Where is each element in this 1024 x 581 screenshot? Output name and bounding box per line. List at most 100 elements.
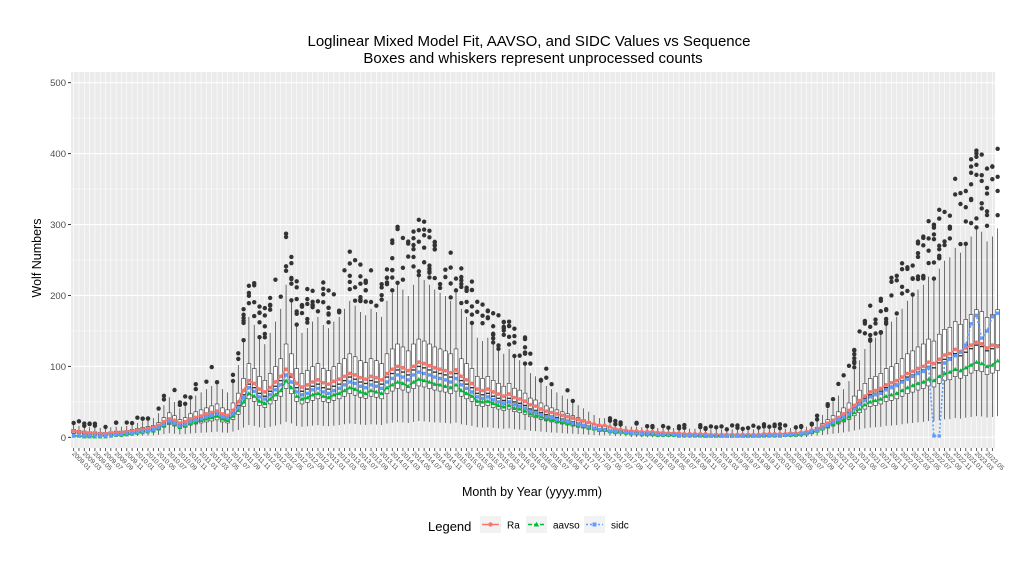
outlier-point	[135, 415, 140, 420]
data-point-Ra	[597, 423, 602, 428]
data-point-sidc	[879, 391, 883, 396]
outlier-point	[490, 336, 496, 341]
outlier-point	[432, 240, 437, 245]
outlier-point	[942, 242, 947, 248]
data-point-sidc	[332, 388, 336, 393]
outlier-point	[262, 324, 268, 329]
outlier-point	[974, 225, 979, 230]
outlier-point	[262, 313, 268, 318]
data-point-sidc	[379, 386, 384, 391]
data-point-aavso	[273, 392, 278, 397]
outlier-point	[464, 299, 469, 305]
outlier-point	[974, 148, 979, 153]
data-point-aavso	[544, 416, 549, 421]
data-point-aavso	[995, 358, 1000, 363]
data-point-aavso	[868, 399, 873, 404]
outlier-point	[995, 174, 1000, 179]
data-point-sidc	[746, 434, 750, 438]
outlier-point	[464, 309, 469, 314]
data-point-sidc	[618, 430, 623, 435]
outlier-point	[979, 201, 984, 206]
data-point-sidc	[204, 415, 209, 419]
outlier-point	[358, 281, 363, 286]
boxplot	[283, 231, 289, 422]
y-tick-label: 100	[50, 362, 66, 373]
box-body	[512, 387, 517, 412]
box-body	[528, 397, 533, 418]
outlier-point	[305, 316, 310, 322]
outlier-point	[729, 423, 735, 428]
data-point-sidc	[916, 371, 920, 376]
data-point-Ra	[257, 387, 262, 392]
outlier-point	[421, 219, 427, 224]
data-point-sidc	[608, 429, 612, 433]
data-point-sidc	[114, 432, 118, 437]
data-point-sidc	[926, 366, 931, 370]
data-point-sidc	[969, 322, 973, 326]
outlier-point	[990, 164, 995, 169]
outlier-point	[772, 422, 777, 427]
data-point-aavso	[241, 399, 246, 404]
outlier-point	[937, 243, 942, 248]
data-point-aavso	[852, 410, 857, 415]
outlier-point	[252, 299, 257, 305]
box-body	[480, 378, 485, 407]
data-point-Ra	[841, 412, 846, 416]
data-point-sidc	[703, 433, 708, 437]
outlier-point	[958, 201, 963, 207]
data-point-sidc	[820, 426, 825, 430]
outlier-point	[230, 378, 236, 384]
data-point-Ra	[544, 409, 549, 414]
data-point-aavso	[522, 408, 528, 413]
outlier-point	[241, 337, 246, 343]
box-body	[538, 402, 544, 420]
boxplot	[841, 373, 846, 433]
data-point-sidc	[735, 434, 740, 438]
outlier-point	[852, 351, 857, 357]
outlier-point	[480, 321, 485, 326]
box-body	[331, 366, 337, 401]
data-point-aavso	[506, 403, 512, 408]
data-point-sidc	[103, 434, 108, 438]
data-point-sidc	[348, 380, 352, 384]
series-sidc	[71, 311, 1000, 438]
data-point-Ra	[910, 369, 915, 374]
data-point-Ra	[82, 430, 87, 435]
outlier-point	[427, 228, 432, 234]
data-point-sidc	[316, 386, 320, 391]
data-point-Ra	[491, 390, 496, 394]
data-point-sidc	[178, 424, 182, 428]
data-point-aavso	[963, 365, 968, 370]
outlier-point	[506, 323, 512, 329]
outlier-point	[294, 311, 299, 316]
box-body	[501, 385, 507, 411]
outlier-point	[490, 340, 496, 345]
outlier-point	[395, 224, 400, 230]
outlier-point	[395, 280, 400, 286]
outlier-point	[246, 300, 252, 306]
data-point-Ra	[507, 392, 512, 396]
data-point-sidc	[847, 412, 851, 416]
outlier-point	[246, 290, 252, 296]
box-body	[554, 409, 560, 424]
outlier-point	[905, 265, 910, 270]
chart-subtitle: Boxes and whiskers represent unprocessed…	[363, 50, 702, 67]
outlier-point	[793, 425, 799, 430]
outlier-point	[931, 232, 937, 237]
data-point-sidc	[942, 361, 947, 365]
outlier-point	[390, 255, 395, 261]
x-axis: 2009.012009.032009.052009.072009.092009.…	[70, 448, 1005, 472]
outlier-point	[459, 274, 464, 280]
outlier-point	[384, 267, 390, 272]
outlier-point	[798, 424, 804, 430]
outlier-point	[910, 263, 915, 268]
outlier-point	[347, 286, 352, 292]
data-point-Ra	[236, 399, 241, 404]
data-point-Ra	[273, 380, 278, 384]
outlier-point	[915, 250, 921, 256]
box-body	[544, 405, 549, 422]
data-point-sidc	[284, 373, 288, 377]
outlier-point	[321, 300, 326, 305]
outlier-point	[496, 313, 501, 318]
